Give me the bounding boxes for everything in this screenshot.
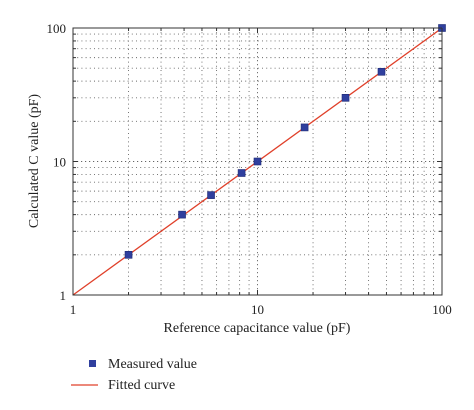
y-axis-title: Calculated C value (pF) xyxy=(27,94,42,228)
x-tick-label: 100 xyxy=(432,302,452,317)
measured-point xyxy=(207,191,215,199)
legend-label-measured: Measured value xyxy=(108,357,197,372)
measured-point xyxy=(253,157,262,166)
measured-point xyxy=(237,169,246,177)
measured-point xyxy=(341,94,350,102)
y-tick-label: 10 xyxy=(53,155,66,170)
measured-point xyxy=(300,123,309,132)
y-tick-label: 100 xyxy=(47,21,67,36)
legend-label-fitted: Fitted curve xyxy=(108,378,175,393)
x-tick-label: 1 xyxy=(70,302,77,317)
axis-ticks: 1 10 100 1 10 100 xyxy=(47,21,452,317)
legend: Measured value Fitted curve xyxy=(71,357,197,393)
measured-point xyxy=(124,251,133,259)
measured-point xyxy=(178,210,186,219)
x-tick-label: 10 xyxy=(251,302,264,317)
x-axis-title: Reference capacitance value (pF) xyxy=(164,321,351,336)
legend-marker-measured xyxy=(89,360,96,367)
measured-point xyxy=(377,67,386,76)
y-tick-label: 1 xyxy=(60,288,67,303)
